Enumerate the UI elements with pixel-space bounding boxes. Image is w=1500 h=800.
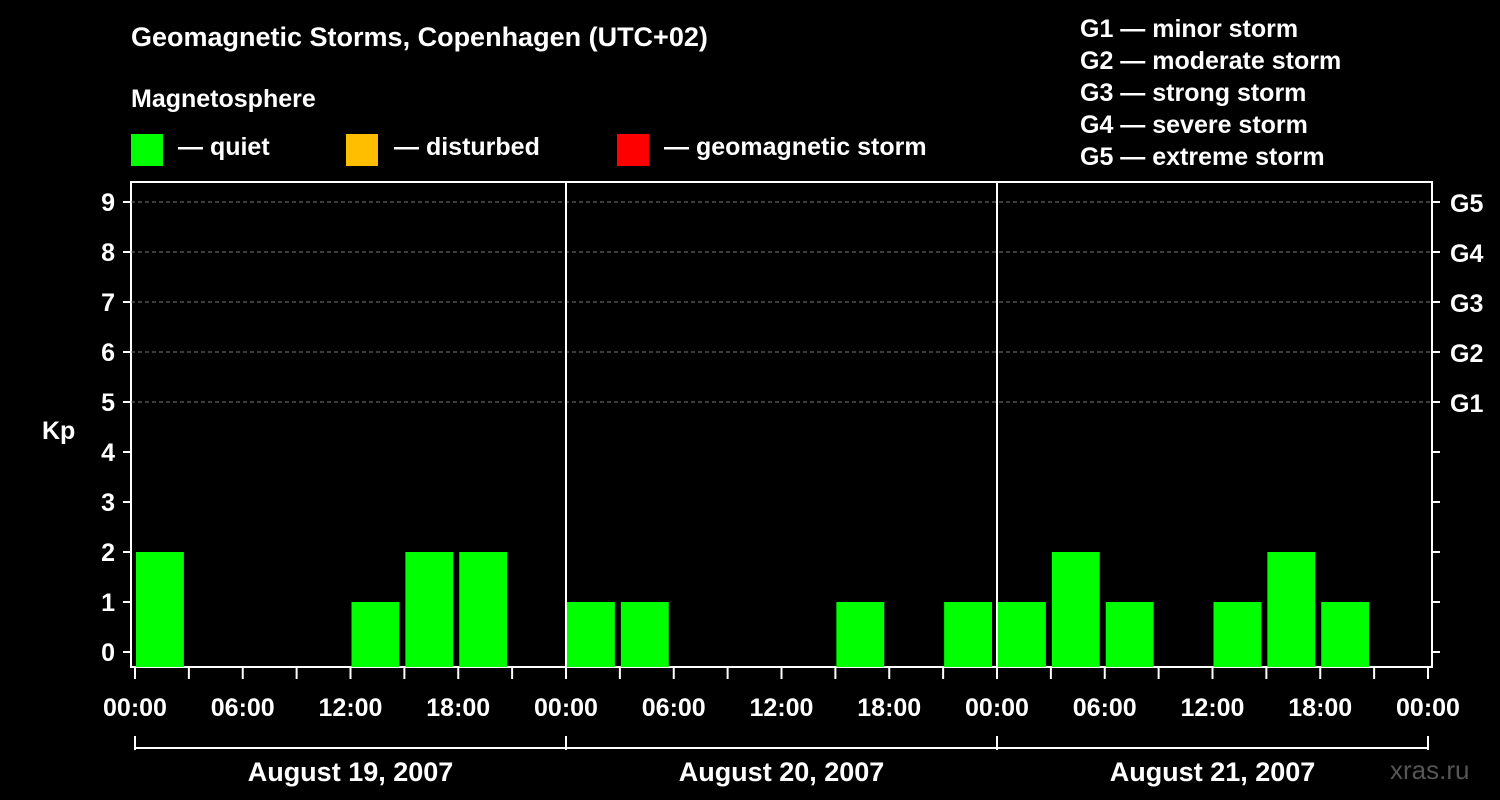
y-axis-label: Kp: [42, 417, 75, 445]
y-tick-label: 2: [101, 539, 115, 567]
legend-label-quiet: — quiet: [178, 133, 270, 161]
date-label: August 19, 2007: [248, 757, 454, 787]
g-scale-label: G3: [1450, 290, 1483, 318]
x-tick-label: 18:00: [857, 694, 921, 722]
kp-bar: [1213, 602, 1262, 667]
legend-swatch-quiet: [131, 134, 163, 166]
kp-bar: [405, 552, 454, 667]
x-tick-label: 00:00: [1396, 694, 1460, 722]
kp-bar: [1051, 552, 1100, 667]
y-tick-label: 5: [101, 389, 115, 417]
kp-bar: [136, 552, 184, 667]
y-tick-label: 8: [101, 239, 115, 267]
g-scale-label: G2: [1450, 340, 1483, 368]
legend-label-storm: — geomagnetic storm: [664, 133, 927, 161]
g-scale-label: G1: [1450, 390, 1483, 418]
y-tick-label: 3: [101, 489, 115, 517]
kp-bar: [567, 602, 615, 667]
y-tick-label: 4: [101, 439, 115, 467]
watermark: xras.ru: [1390, 755, 1470, 785]
kp-bar: [1321, 602, 1370, 667]
y-tick-label: 9: [101, 189, 115, 217]
x-tick-label: 12:00: [319, 694, 383, 722]
g-scale-label: G5: [1450, 190, 1483, 218]
date-label: August 21, 2007: [1110, 757, 1316, 787]
y-tick-label: 7: [101, 289, 115, 317]
legend-swatch-disturbed: [346, 134, 378, 166]
kp-bar: [620, 602, 669, 667]
date-label: August 20, 2007: [679, 757, 885, 787]
g-legend-g4: G4 — severe storm: [1080, 111, 1308, 139]
plot-frame: [130, 181, 1433, 668]
x-tick-label: 06:00: [1073, 694, 1137, 722]
kp-bar: [1105, 602, 1154, 667]
legend-label-disturbed: — disturbed: [394, 133, 540, 161]
x-tick-label: 06:00: [642, 694, 706, 722]
g-legend-g2: G2 — moderate storm: [1080, 47, 1342, 75]
legend-swatch-storm: [617, 134, 649, 166]
chart-title: Geomagnetic Storms, Copenhagen (UTC+02): [131, 22, 708, 52]
g-scale-label: G4: [1450, 240, 1483, 268]
y-tick-label: 1: [101, 589, 115, 617]
kp-bar: [459, 552, 508, 667]
g-legend-g5: G5 — extreme storm: [1080, 143, 1325, 171]
g-legend-g3: G3 — strong storm: [1080, 79, 1307, 107]
kp-bar: [998, 602, 1046, 667]
x-tick-label: 00:00: [103, 694, 167, 722]
x-tick-label: 00:00: [965, 694, 1029, 722]
kp-bar: [836, 602, 885, 667]
g-legend-g1: G1 — minor storm: [1080, 15, 1299, 43]
y-tick-label: 6: [101, 339, 115, 367]
x-tick-label: 18:00: [426, 694, 490, 722]
x-tick-label: 06:00: [211, 694, 275, 722]
x-tick-label: 18:00: [1288, 694, 1352, 722]
y-tick-label: 0: [101, 639, 115, 667]
legend-title: Magnetosphere: [131, 85, 316, 113]
x-tick-label: 12:00: [1181, 694, 1245, 722]
x-tick-label: 00:00: [534, 694, 598, 722]
kp-bar: [944, 602, 992, 667]
x-tick-label: 12:00: [750, 694, 814, 722]
kp-bar: [351, 602, 400, 667]
kp-bar: [1267, 552, 1316, 667]
